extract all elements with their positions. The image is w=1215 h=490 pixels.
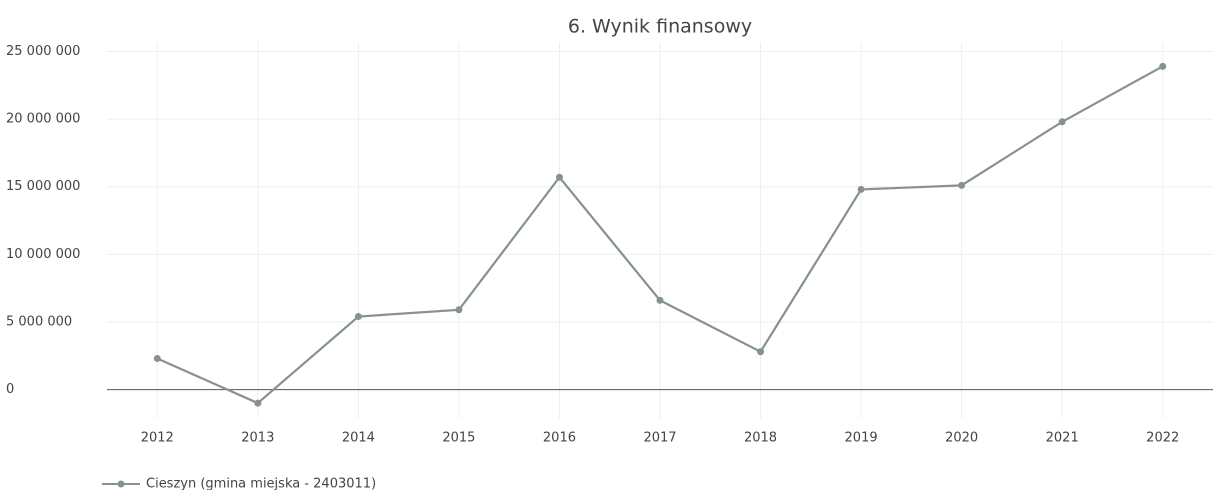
- legend-label: Cieszyn (gmina miejska - 2403011): [146, 477, 376, 490]
- x-tick-label: 2019: [845, 431, 878, 446]
- x-tick-label: 2013: [241, 431, 274, 446]
- y-tick-label: 25 000 000: [6, 44, 80, 59]
- x-tick-label: 2018: [744, 431, 777, 446]
- legend-marker: [117, 480, 125, 488]
- data-point: [1159, 62, 1167, 70]
- x-tick-label: 2015: [442, 431, 475, 446]
- data-point: [555, 173, 563, 181]
- x-tick-label: 2020: [945, 431, 978, 446]
- y-tick-label: 5 000 000: [6, 314, 72, 329]
- x-tick-label: 2022: [1146, 431, 1179, 446]
- y-tick-label: 20 000 000: [6, 112, 80, 127]
- chart-title: 6. Wynik finansowy: [568, 16, 752, 38]
- data-point: [354, 313, 362, 321]
- x-tick-label: 2016: [543, 431, 576, 446]
- data-point: [857, 185, 865, 193]
- data-point: [757, 348, 765, 356]
- y-tick-label: 15 000 000: [6, 179, 80, 194]
- y-tick-label: 10 000 000: [6, 247, 80, 262]
- data-point: [455, 306, 463, 314]
- data-point: [1058, 118, 1066, 126]
- data-point: [656, 296, 664, 304]
- grid: [156, 42, 1164, 418]
- data-point: [958, 181, 966, 189]
- data-point: [254, 399, 262, 407]
- x-tick-label: 2014: [342, 431, 375, 446]
- x-tick-label: 2012: [141, 431, 174, 446]
- x-tick-label: 2017: [643, 431, 676, 446]
- y-tick-label: 0: [6, 382, 14, 397]
- x-tick-label: 2021: [1046, 431, 1079, 446]
- data-point: [153, 354, 161, 362]
